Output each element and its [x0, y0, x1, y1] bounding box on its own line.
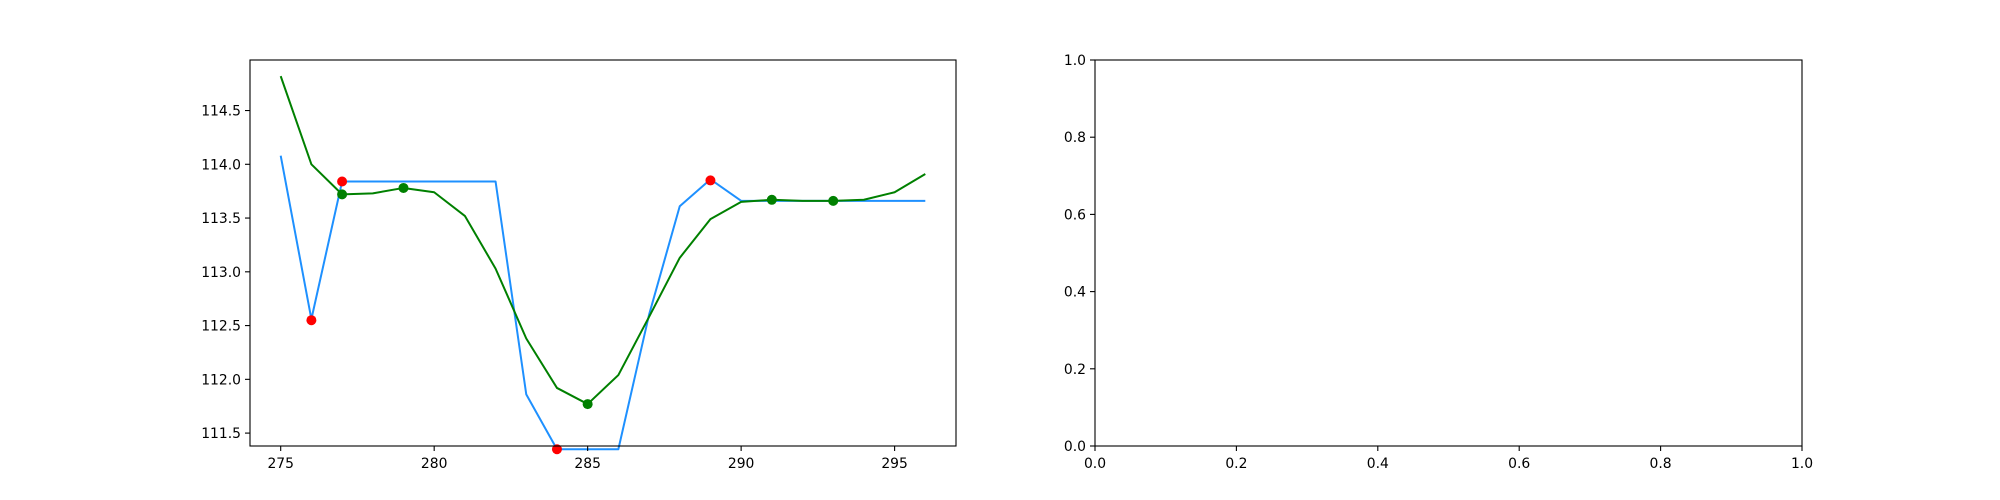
x-tick-label: 275 [267, 456, 294, 472]
y-tick-label: 112.5 [201, 319, 241, 335]
y-tick-label: 0.6 [1064, 207, 1086, 223]
scatter-point [766, 194, 777, 205]
x-tick-label: 0.0 [1084, 456, 1106, 472]
y-tick-label: 111.5 [201, 426, 241, 442]
y-tick-label: 114.0 [201, 157, 241, 173]
scatter-point [337, 176, 348, 187]
x-tick-label: 0.2 [1225, 456, 1247, 472]
x-tick-label: 290 [728, 456, 755, 472]
x-tick-label: 0.6 [1508, 456, 1530, 472]
y-tick-label: 112.0 [201, 372, 241, 388]
y-tick-label: 0.0 [1064, 439, 1086, 455]
x-tick-label: 0.8 [1650, 456, 1672, 472]
y-tick-label: 1.0 [1064, 53, 1086, 69]
y-tick-label: 113.5 [201, 211, 241, 227]
x-tick-label: 285 [574, 456, 601, 472]
axes-frame [1094, 59, 1803, 447]
series-line-1 [279, 75, 926, 406]
y-tick-label: 0.2 [1064, 362, 1086, 378]
scatter-point [306, 315, 317, 326]
y-tick-label: 0.8 [1064, 130, 1086, 146]
x-tick-label: 295 [881, 456, 908, 472]
scatter-point [337, 189, 348, 200]
left-chart: 275 280 285 290 295 111.5 112.0 112.5 113.0 113.5… [201, 59, 957, 472]
x-tick-label: 1.0 [1791, 456, 1813, 472]
scatter-point [398, 182, 409, 193]
scatter-point [828, 195, 839, 206]
x-tick-label: 0.4 [1367, 456, 1389, 472]
right-chart: 0.0 0.2 0.4 0.6 0.8 1.0 0.0 0.2 0.4 0.6 0.8 1.0 [1064, 53, 1813, 472]
x-tick-label: 280 [421, 456, 448, 472]
y-tick-label: 0.4 [1064, 285, 1086, 301]
scatter-point [551, 444, 562, 455]
scatter-point [582, 399, 593, 410]
axes-frame [249, 59, 957, 447]
y-tick-label: 113.0 [201, 265, 241, 281]
y-tick-label: 114.5 [201, 104, 241, 120]
scatter-point [705, 175, 716, 186]
